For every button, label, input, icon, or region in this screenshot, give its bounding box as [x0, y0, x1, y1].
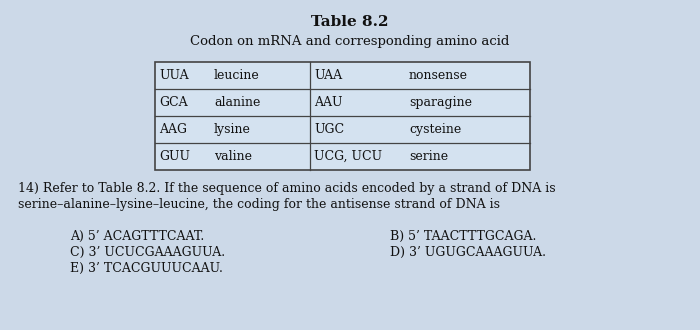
Text: C) 3’ UCUCGAAAGUUA.: C) 3’ UCUCGAAAGUUA. [70, 246, 225, 259]
Text: UGC: UGC [314, 123, 344, 136]
Text: alanine: alanine [214, 96, 260, 109]
Text: GCA: GCA [159, 96, 188, 109]
Text: 14) Refer to Table 8.2. If the sequence of amino acids encoded by a strand of DN: 14) Refer to Table 8.2. If the sequence … [18, 182, 556, 195]
Text: AAU: AAU [314, 96, 342, 109]
Text: UCG, UCU: UCG, UCU [314, 150, 382, 163]
Bar [155, 62, 530, 170]
Text: UUA: UUA [159, 69, 188, 82]
Text: cysteine: cysteine [409, 123, 461, 136]
Text: E) 3’ TCACGUUUCAAU.: E) 3’ TCACGUUUCAAU. [70, 262, 223, 275]
Text: lysine: lysine [214, 123, 251, 136]
Text: valine: valine [214, 150, 252, 163]
Text: B) 5’ TAACTTTGCAGA.: B) 5’ TAACTTTGCAGA. [390, 230, 536, 243]
Text: Table 8.2: Table 8.2 [312, 15, 388, 29]
Text: nonsense: nonsense [409, 69, 468, 82]
Text: Codon on mRNA and corresponding amino acid: Codon on mRNA and corresponding amino ac… [190, 35, 510, 48]
Text: serine–alanine–lysine–leucine, the coding for the antisense strand of DNA is: serine–alanine–lysine–leucine, the codin… [18, 198, 500, 211]
Text: serine: serine [409, 150, 448, 163]
Text: AAG: AAG [159, 123, 187, 136]
Text: A) 5’ ACAGTTTCAAT.: A) 5’ ACAGTTTCAAT. [70, 230, 204, 243]
Text: leucine: leucine [214, 69, 260, 82]
Text: GUU: GUU [159, 150, 190, 163]
Text: sparagine: sparagine [409, 96, 472, 109]
Text: D) 3’ UGUGCAAAGUUA.: D) 3’ UGUGCAAAGUUA. [390, 246, 546, 259]
Text: UAA: UAA [314, 69, 342, 82]
